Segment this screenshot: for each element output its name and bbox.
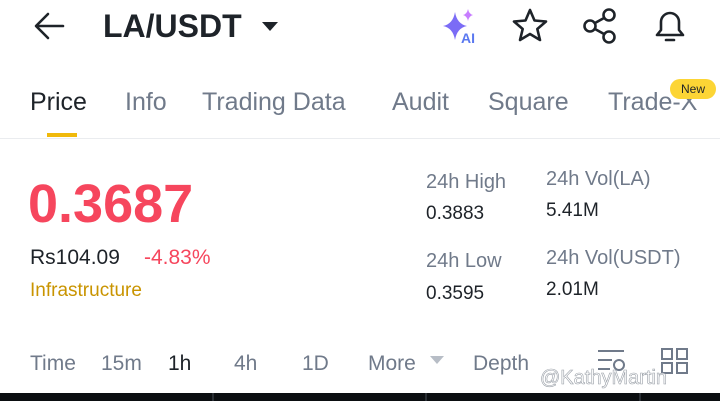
new-badge: New — [681, 82, 705, 96]
layout-cell — [676, 348, 688, 360]
price-change: -4.83% — [144, 246, 211, 269]
more-dropdown[interactable] — [430, 356, 444, 364]
chart-area-edge — [0, 393, 720, 401]
layout-button[interactable] — [661, 348, 688, 374]
interval-tab[interactable]: 1h — [168, 352, 191, 375]
interval-tab[interactable]: 1D — [302, 352, 329, 375]
ai-button[interactable]: AI — [443, 9, 475, 46]
interval-bar: Time 15m 1h 4h 1D More Depth — [30, 352, 529, 375]
stat-label: 24h Vol(LA) — [546, 168, 651, 190]
tab[interactable]: Info — [125, 88, 167, 116]
interval-tab: Time — [30, 352, 76, 375]
stat-label: 24h Vol(USDT) — [546, 247, 681, 269]
stat-value: 2.01M — [546, 279, 599, 300]
ai-sparkle — [443, 12, 467, 40]
share-button[interactable] — [583, 8, 616, 44]
active-tab-indicator — [47, 133, 77, 137]
share-link — [593, 16, 606, 36]
stat-value: 0.3595 — [426, 283, 484, 304]
pair-title[interactable]: LA/USDT — [103, 8, 242, 44]
back-button[interactable] — [34, 12, 65, 40]
pair-dropdown[interactable] — [262, 22, 278, 31]
stat-value: 5.41M — [546, 200, 599, 221]
share-node — [583, 19, 597, 33]
tab[interactable]: Trading Data — [202, 88, 346, 116]
tab[interactable]: Audit — [392, 88, 449, 116]
bell-body — [655, 11, 685, 37]
last-price: 0.3687 — [28, 174, 193, 234]
stat-label: 24h Low — [426, 250, 502, 272]
share-node — [602, 30, 616, 44]
tab-bar: Price Info Trading Data Audit Square Trade-X — [30, 88, 698, 116]
stat-label: 24h High — [426, 171, 506, 193]
interval-tab[interactable]: Depth — [473, 352, 529, 375]
interval-tab[interactable]: 4h — [234, 352, 257, 375]
interval-tab[interactable]: More — [368, 352, 416, 375]
layout-cell — [661, 362, 673, 374]
tab[interactable]: Price — [30, 88, 87, 116]
interval-tab[interactable]: 15m — [101, 352, 142, 375]
favorite-button[interactable] — [512, 8, 548, 42]
local-price: Rs104.09 — [30, 246, 120, 269]
settings-lines — [598, 350, 624, 370]
share-node — [602, 8, 616, 22]
category-tag[interactable]: Infrastructure — [30, 280, 142, 301]
notification-button[interactable] — [655, 11, 685, 42]
layout-cell — [676, 362, 688, 374]
stat-value: 0.3883 — [426, 203, 484, 224]
settings-gear — [613, 359, 625, 371]
chart-settings-button[interactable] — [598, 350, 625, 371]
layout-cell — [661, 348, 673, 360]
ai-sparkle-small — [463, 9, 473, 21]
new-badge-bg — [670, 79, 716, 99]
watermark: @KathyMartin — [540, 367, 667, 389]
tab[interactable]: Square — [488, 88, 569, 116]
ai-label: AI — [461, 30, 475, 46]
